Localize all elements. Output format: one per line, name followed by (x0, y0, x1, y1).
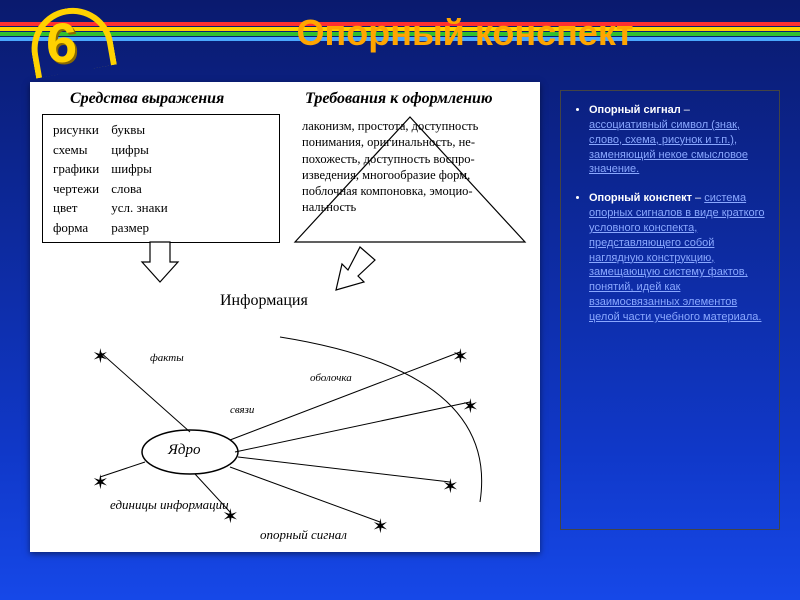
def-term: Опорный сигнал (589, 104, 681, 116)
means-cell: схемы (53, 141, 109, 159)
slide-title: Опорный конспект (150, 12, 780, 54)
means-cell: графики (53, 160, 109, 178)
def-sep: – (681, 104, 690, 116)
slide-number-badge: 6 (30, 0, 112, 72)
annot-signal: опорный сигнал (260, 527, 347, 543)
means-cell: шифры (111, 160, 177, 178)
definitions-panel: Опорный сигнал – ассоциативный символ (з… (560, 90, 780, 530)
node-star: ✶ (92, 470, 109, 495)
node-star: ✶ (372, 514, 389, 539)
info-label: Информация (220, 292, 308, 310)
node-star: ✶ (92, 344, 109, 369)
heading-means: Средства выражения (70, 90, 224, 108)
means-cell: размер (111, 219, 177, 237)
def-body: система опорных сигналов в виде краткого… (589, 192, 765, 323)
node-star: ✶ (462, 394, 479, 419)
definition-item: Опорный сигнал – ассоциативный символ (з… (589, 103, 767, 177)
means-cell: усл. знаки (111, 199, 177, 217)
means-cell: буквы (111, 121, 177, 139)
annot-shell: оболочка (310, 372, 352, 384)
node-star: ✶ (452, 344, 469, 369)
means-cell: форма (53, 219, 109, 237)
means-table: рисункибуквы схемыцифры графикишифры чер… (51, 119, 180, 238)
diagram-image: Средства выражения Требования к оформлен… (30, 82, 540, 552)
means-cell: чертежи (53, 180, 109, 198)
core-label: Ядро (168, 442, 200, 459)
means-cell: цвет (53, 199, 109, 217)
annot-links: связи (230, 404, 254, 416)
slide: 6 Опорный конспект Средства выражения Тр… (0, 0, 800, 600)
definition-item: Опорный конспект – система опорных сигна… (589, 191, 767, 325)
means-cell: цифры (111, 141, 177, 159)
requirements-text: лаконизм, простота, доступность понимани… (302, 118, 512, 216)
means-cell: слова (111, 180, 177, 198)
def-sep: – (692, 192, 704, 204)
definitions-list: Опорный сигнал – ассоциативный символ (з… (573, 103, 767, 325)
means-box: рисункибуквы схемыцифры графикишифры чер… (42, 114, 280, 243)
heading-requirements: Требования к оформлению (305, 90, 493, 108)
def-term: Опорный конспект (589, 192, 692, 204)
annot-facts: факты (150, 352, 184, 364)
annot-units: единицы информации (110, 497, 229, 513)
arrow-icon (320, 242, 380, 302)
node-star: ✶ (442, 474, 459, 499)
slide-number: 6 (46, 10, 77, 75)
means-cell: рисунки (53, 121, 109, 139)
arrow-icon (140, 237, 180, 287)
def-body: ассоциативный символ (знак, слово, схема… (589, 119, 748, 176)
